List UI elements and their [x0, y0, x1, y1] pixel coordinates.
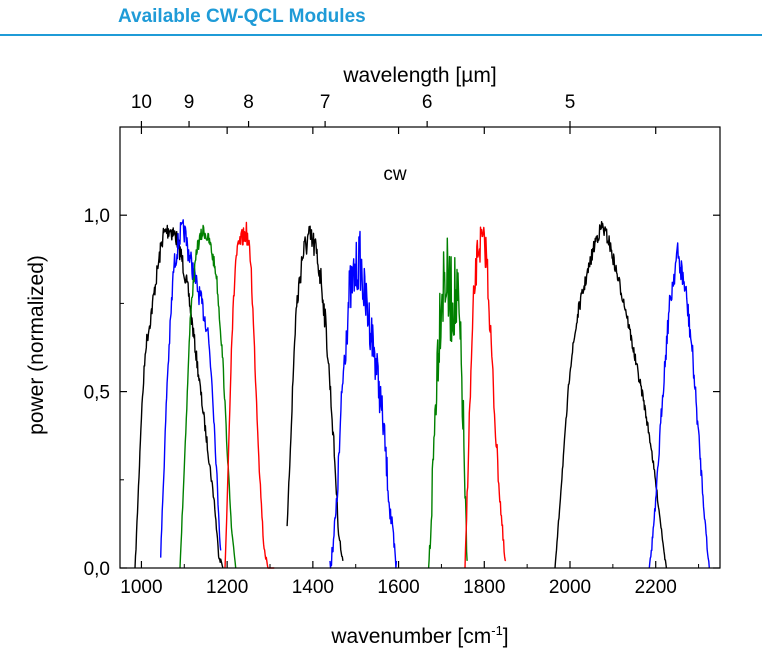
x-axis-title-suffix: ]: [503, 625, 509, 648]
axes-layer: 1000 1200 1400 1600 1800 2000 2200 0,0 0,5 1,0 10 9…: [84, 92, 720, 598]
series-line: [134, 224, 224, 569]
series-line: [160, 219, 222, 558]
x-tick-label: 1000: [120, 577, 162, 598]
top-tick-label: 8: [243, 92, 254, 113]
page-title: Available CW-QCL Modules: [118, 6, 366, 27]
series-line: [464, 226, 507, 569]
top-tick-label: 6: [422, 92, 433, 113]
y-tick-label: 0,0: [84, 559, 110, 580]
annotation-cw: cw: [383, 164, 407, 185]
x-axis-title-superscript: -1: [491, 623, 503, 638]
series-line: [648, 242, 710, 569]
x-tick-label: 2000: [549, 577, 591, 598]
top-tick-label: 9: [184, 92, 195, 113]
series-line: [286, 225, 344, 561]
x-tick-label: 1200: [206, 577, 248, 598]
series-line: [329, 230, 398, 569]
series-line: [554, 220, 668, 569]
top-axis-title: wavelength [µm]: [342, 64, 496, 87]
x-tick-label: 1400: [292, 577, 334, 598]
x-axis-title: wavenumber [cm-1]: [330, 623, 508, 648]
top-tick-label: 10: [131, 92, 152, 113]
series-line: [427, 237, 468, 569]
plot-frame: [119, 126, 721, 569]
x-axis-title-main: wavenumber [cm: [330, 625, 491, 648]
series-layer: [134, 219, 710, 569]
header-divider: [0, 34, 762, 36]
x-tick-label: 1600: [377, 577, 419, 598]
series-line: [224, 221, 275, 569]
top-tick-label: 5: [565, 92, 576, 113]
y-tick-label: 1,0: [84, 206, 110, 227]
y-axis-title: power (normalized): [25, 255, 48, 435]
x-tick-label: 1800: [463, 577, 505, 598]
x-tick-label: 2200: [635, 577, 677, 598]
series-line: [179, 224, 237, 569]
y-tick-label: 0,5: [84, 383, 110, 404]
top-tick-label: 7: [320, 92, 331, 113]
